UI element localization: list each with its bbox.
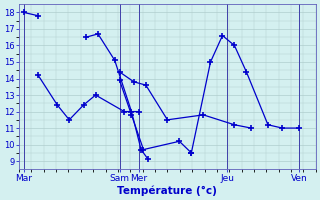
X-axis label: Température (°c): Température (°c) [117, 185, 217, 196]
